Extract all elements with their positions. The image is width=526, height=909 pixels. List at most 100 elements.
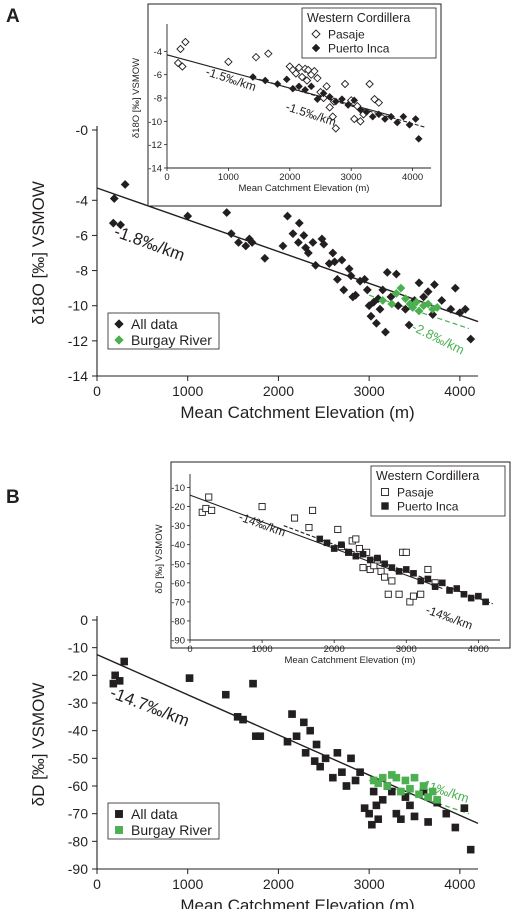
data-point — [288, 710, 296, 718]
inset-series-puerto-inca — [316, 535, 489, 606]
panel-b: B 0 1000 2000 3000 4000 -90 -80 -70 -60 -50 -40 -30 -… — [6, 461, 511, 909]
data-point — [120, 179, 130, 189]
data-point — [411, 297, 421, 307]
data-point — [397, 815, 405, 823]
y-tick-label: -80 — [68, 833, 88, 849]
inset-legend-swatch — [381, 488, 389, 496]
panel-letter: A — [6, 6, 20, 27]
inset-data-point — [482, 598, 489, 606]
y-tick-label: -40 — [68, 723, 88, 739]
data-point — [247, 237, 257, 247]
inset-data-point — [350, 114, 359, 124]
data-point — [249, 679, 257, 688]
data-point — [414, 306, 424, 316]
inset-data-point — [202, 504, 210, 513]
inset-x-tick-label: 2000 — [279, 172, 300, 183]
inset-legend-swatch — [381, 502, 389, 510]
inset-data-point — [352, 535, 360, 543]
inset-data-point — [310, 66, 319, 76]
y-tick-label: -0 — [76, 122, 89, 138]
data-point — [400, 304, 410, 314]
data-point — [428, 787, 437, 796]
slope-label: -2.8‰/km — [410, 319, 467, 357]
inset-y-tick-label: -40 — [171, 540, 185, 551]
inset-data-point — [307, 82, 316, 91]
data-point — [321, 754, 330, 763]
data-point — [423, 299, 433, 309]
data-point — [372, 801, 381, 810]
data-point — [256, 732, 265, 740]
data-point — [374, 815, 383, 823]
data-point — [278, 241, 288, 251]
data-point — [339, 285, 349, 295]
inset-data-point — [381, 115, 389, 123]
inset-data-point — [356, 117, 365, 126]
data-point — [337, 255, 347, 265]
inset-data-point — [224, 57, 233, 67]
inset-legend-box — [301, 7, 437, 59]
inset-data-point — [381, 573, 389, 581]
inset-data-point — [313, 95, 322, 104]
x-tick-label: 0 — [93, 876, 101, 892]
data-point — [406, 784, 414, 793]
data-point — [241, 241, 251, 251]
inset-data-point — [301, 85, 310, 94]
data-point — [183, 211, 193, 221]
data-point — [310, 757, 319, 765]
data-point — [442, 809, 451, 818]
inset-data-point — [181, 37, 190, 47]
y-axis-label: δ18O [‰] VSMOW — [29, 181, 48, 325]
data-point — [406, 801, 414, 810]
inset-data-point — [388, 577, 396, 585]
data-point — [378, 285, 388, 295]
inset-y-tick-label: -50 — [171, 559, 185, 570]
data-point — [369, 787, 378, 796]
data-point — [356, 768, 364, 776]
inset-data-point — [384, 590, 392, 598]
inset-data-point — [402, 548, 410, 556]
x-tick-label: 3000 — [354, 876, 385, 892]
inset-data-point — [340, 79, 350, 89]
data-point — [437, 295, 447, 305]
y-tick-label: -70 — [68, 806, 88, 822]
inset-x-tick-label: 2000 — [324, 644, 345, 655]
data-point — [410, 773, 419, 782]
x-tick-label: 1000 — [172, 383, 203, 399]
inset-data-point — [405, 120, 414, 129]
inset-y-tick-label: -14 — [148, 164, 162, 175]
data-point — [396, 283, 406, 293]
y-tick-label: -50 — [68, 750, 88, 766]
inset-data-point — [393, 118, 402, 127]
inset-data-point — [249, 73, 257, 81]
data-point — [371, 318, 381, 328]
data-point — [351, 776, 360, 785]
data-point — [374, 779, 383, 788]
inset-data-point — [330, 545, 338, 552]
data-point — [451, 823, 460, 832]
x-tick-label: 2000 — [263, 876, 294, 892]
inset-legend-entry: Pasaje — [397, 486, 434, 500]
inset-y-tick-label: -60 — [171, 578, 185, 589]
legend-entry: All data — [131, 806, 178, 822]
y-tick-label: -8 — [76, 263, 89, 279]
data-point — [424, 793, 432, 801]
data-point — [433, 796, 441, 804]
inset-y-axis-label: δD [‰] VSMOW — [154, 524, 165, 593]
legend-entry: All data — [131, 316, 178, 332]
data-point — [288, 229, 298, 239]
inset-data-point — [417, 577, 424, 585]
inset-data-point — [453, 585, 461, 592]
inset-data-point — [366, 565, 374, 574]
data-point — [301, 749, 310, 757]
data-point — [239, 715, 247, 724]
data-point — [283, 737, 292, 746]
data-point — [316, 762, 324, 771]
data-point — [424, 818, 432, 826]
data-point — [383, 782, 392, 790]
inset-data-point — [173, 58, 183, 68]
slope-label: -11‰/km — [417, 776, 471, 806]
data-point — [346, 271, 356, 281]
